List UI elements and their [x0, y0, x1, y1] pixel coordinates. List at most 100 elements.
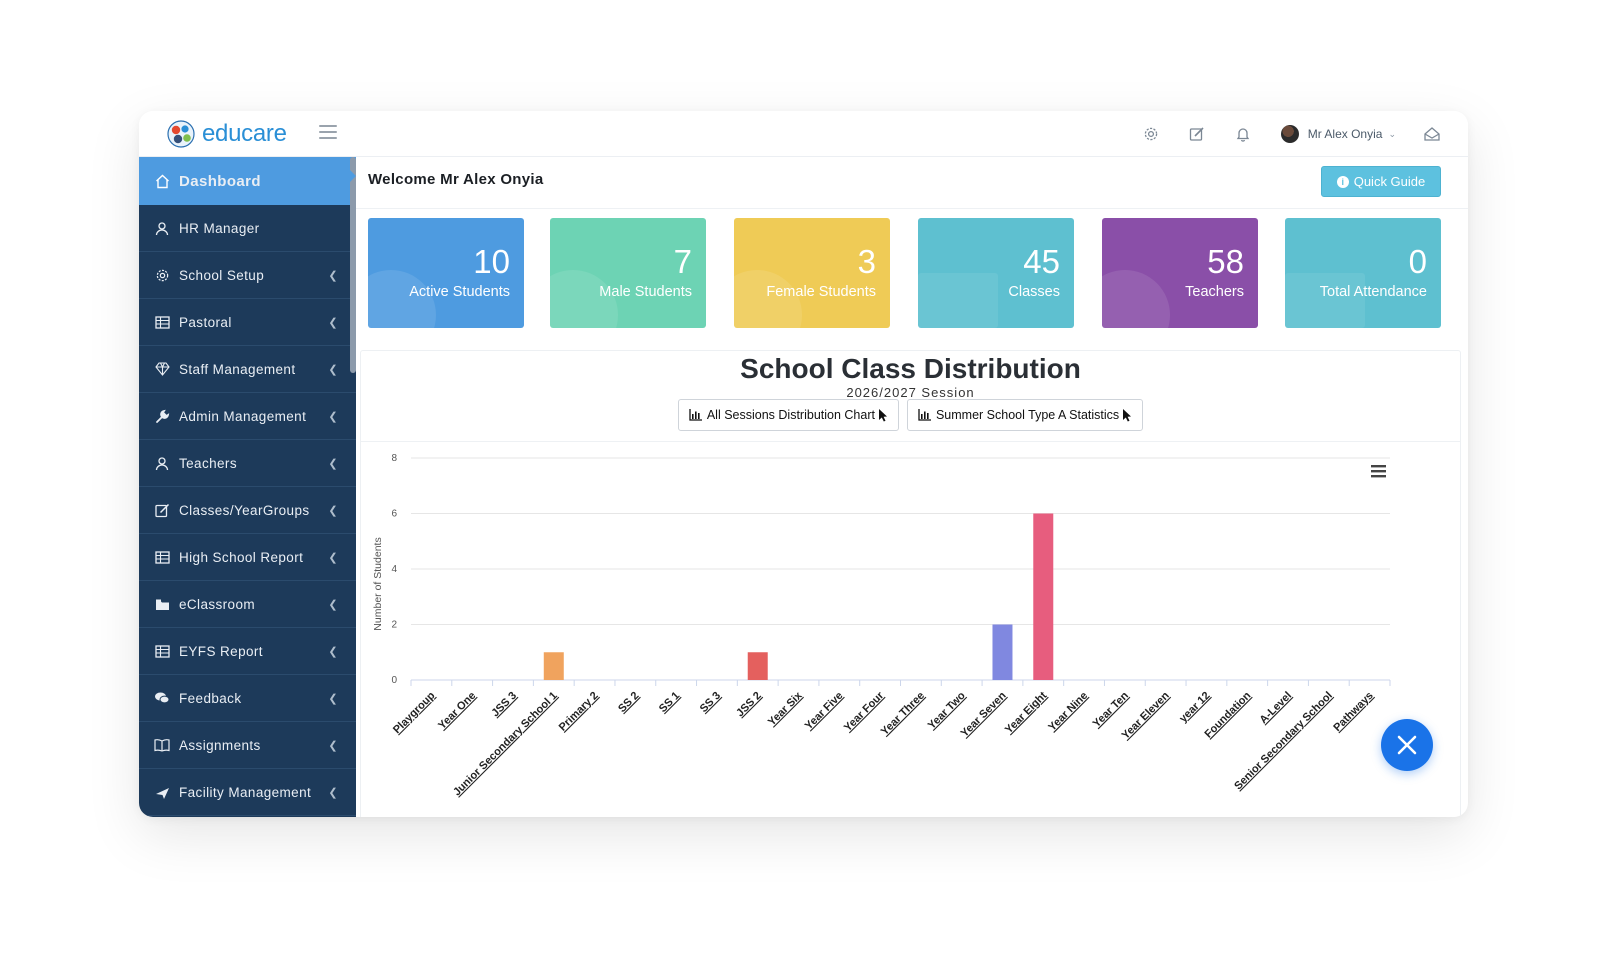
sidebar-item-assignments[interactable]: Assignments ❮: [139, 722, 356, 769]
gear-icon[interactable]: [1141, 124, 1161, 144]
chevron-left-icon: ❮: [328, 364, 338, 376]
stat-card-female-students[interactable]: 3 Female Students: [734, 218, 890, 328]
x-tick-label: Year Five: [803, 690, 846, 733]
top-bar: educare Mr Alex Onyia ⌄: [139, 111, 1468, 157]
sidebar-item-label: EYFS Report: [179, 643, 263, 659]
sidebar-scrollbar[interactable]: [350, 157, 356, 373]
chart-menu-icon[interactable]: [1371, 465, 1386, 478]
divider: [361, 441, 1460, 442]
bar-chart-icon: [689, 409, 702, 421]
stat-card-teachers[interactable]: 58 Teachers: [1102, 218, 1258, 328]
table-icon: [154, 314, 170, 330]
x-tick-label: Year Nine: [1046, 690, 1090, 734]
x-tick-label: SS 3: [698, 690, 723, 715]
sidebar-item-classes-yeargroups[interactable]: Classes/YearGroups ❮: [139, 487, 356, 534]
info-icon: i: [1336, 175, 1349, 188]
edit-icon: [154, 502, 170, 518]
stat-value: 10: [473, 243, 510, 280]
sidebar-item-label: Dashboard: [179, 172, 261, 190]
sidebar-item-school-setup[interactable]: School Setup ❮: [139, 252, 356, 299]
home-icon: [154, 173, 170, 189]
stat-value: 58: [1207, 243, 1244, 280]
user-menu[interactable]: Mr Alex Onyia ⌄: [1280, 125, 1396, 143]
inbox-icon[interactable]: [1422, 124, 1442, 144]
bar: [543, 652, 564, 680]
bar: [1033, 513, 1054, 680]
cursor-icon: [1123, 409, 1132, 422]
card-decoration: [918, 273, 998, 328]
chevron-left-icon: ❮: [328, 317, 338, 329]
stat-label: Teachers: [1185, 284, 1244, 300]
sidebar-item-facility-management[interactable]: Facility Management ❮: [139, 769, 356, 816]
main-content: Welcome Mr Alex Onyia i Quick Guide 10 A…: [356, 157, 1468, 817]
stat-label: Male Students: [599, 284, 692, 300]
folder-icon: [154, 596, 170, 612]
sidebar-item-teachers[interactable]: Teachers ❮: [139, 440, 356, 487]
stat-card-male-students[interactable]: 7 Male Students: [550, 218, 706, 328]
sidebar-item-label: School Setup: [179, 267, 265, 283]
stat-value: 45: [1023, 243, 1060, 280]
stat-value: 0: [1408, 243, 1427, 280]
sidebar-item-pastoral[interactable]: Pastoral ❮: [139, 299, 356, 346]
x-tick-label: A-Level: [1258, 690, 1295, 727]
sidebar-item-staff-management[interactable]: Staff Management ❮: [139, 346, 356, 393]
card-decoration: [1285, 273, 1365, 328]
x-tick-label: SS 2: [616, 690, 641, 715]
quick-guide-button[interactable]: i Quick Guide: [1321, 166, 1441, 197]
sidebar-item-label: Feedback: [179, 690, 242, 706]
y-tick-label: 2: [391, 620, 397, 631]
chart-subtitle: 2026/2027 Session: [846, 385, 975, 400]
edit-icon[interactable]: [1187, 124, 1207, 144]
wrench-icon: [154, 408, 170, 424]
x-tick-label: JSS 2: [734, 690, 764, 720]
stat-value: 7: [673, 243, 692, 280]
logo[interactable]: educare: [167, 120, 287, 148]
user-icon: [154, 455, 170, 471]
chevron-left-icon: ❮: [328, 693, 338, 705]
sidebar-item-label: Classes/YearGroups: [179, 502, 310, 518]
button-label: All Sessions Distribution Chart: [706, 408, 875, 422]
sidebar-item-feedback[interactable]: Feedback ❮: [139, 675, 356, 722]
y-axis-label: Number of Students: [372, 537, 384, 630]
bar-chart-icon: [918, 409, 931, 421]
sidebar-item-eclassroom[interactable]: eClassroom ❮: [139, 581, 356, 628]
comments-icon: [154, 690, 170, 706]
user-name: Mr Alex Onyia: [1307, 127, 1383, 141]
sidebar-item-label: High School Report: [179, 549, 304, 565]
sidebar-item-admin-management[interactable]: Admin Management ❮: [139, 393, 356, 440]
sidebar-item-hr-manager[interactable]: HR Manager: [139, 205, 356, 252]
stat-cards: 10 Active Students 7 Male Students 3 Fem…: [368, 218, 1448, 328]
bar: [747, 652, 768, 680]
active-indicator: [346, 166, 356, 186]
sidebar-item-dashboard[interactable]: Dashboard: [139, 157, 356, 205]
y-tick-label: 4: [391, 564, 397, 575]
sidebar-item-label: Admin Management: [179, 408, 307, 424]
divider: [356, 208, 1468, 209]
stat-label: Active Students: [409, 284, 510, 300]
summer-school-statistics-button[interactable]: Summer School Type A Statistics: [906, 399, 1144, 431]
sidebar-item-label: Assignments: [179, 737, 261, 753]
chevron-left-icon: ❮: [328, 646, 338, 658]
page-title: Welcome Mr Alex Onyia: [368, 171, 544, 188]
all-sessions-chart-button[interactable]: All Sessions Distribution Chart: [677, 399, 899, 431]
sidebar-item-eyfs-report[interactable]: EYFS Report ❮: [139, 628, 356, 675]
y-tick-label: 6: [391, 509, 397, 520]
chart-panel: School Class Distribution 2026/2027 Sess…: [360, 350, 1461, 817]
chevron-left-icon: ❮: [328, 411, 338, 423]
close-fab-button[interactable]: [1381, 719, 1433, 771]
x-tick-label: SS 1: [657, 690, 682, 715]
menu-toggle-icon[interactable]: [319, 125, 337, 139]
table-icon: [154, 643, 170, 659]
x-tick-label: Playgroup: [391, 689, 438, 736]
x-tick-label: Year Eight: [1003, 689, 1050, 736]
bar: [992, 624, 1013, 680]
stat-card-classes[interactable]: 45 Classes: [918, 218, 1074, 328]
book-icon: [154, 737, 170, 753]
bell-icon[interactable]: [1233, 124, 1253, 144]
sidebar-item-high-school-report[interactable]: High School Report ❮: [139, 534, 356, 581]
x-tick-label: Year Six: [766, 689, 805, 728]
stat-card-total-attendance[interactable]: 0 Total Attendance: [1285, 218, 1441, 328]
stat-card-active-students[interactable]: 10 Active Students: [368, 218, 524, 328]
stat-label: Female Students: [766, 284, 876, 300]
